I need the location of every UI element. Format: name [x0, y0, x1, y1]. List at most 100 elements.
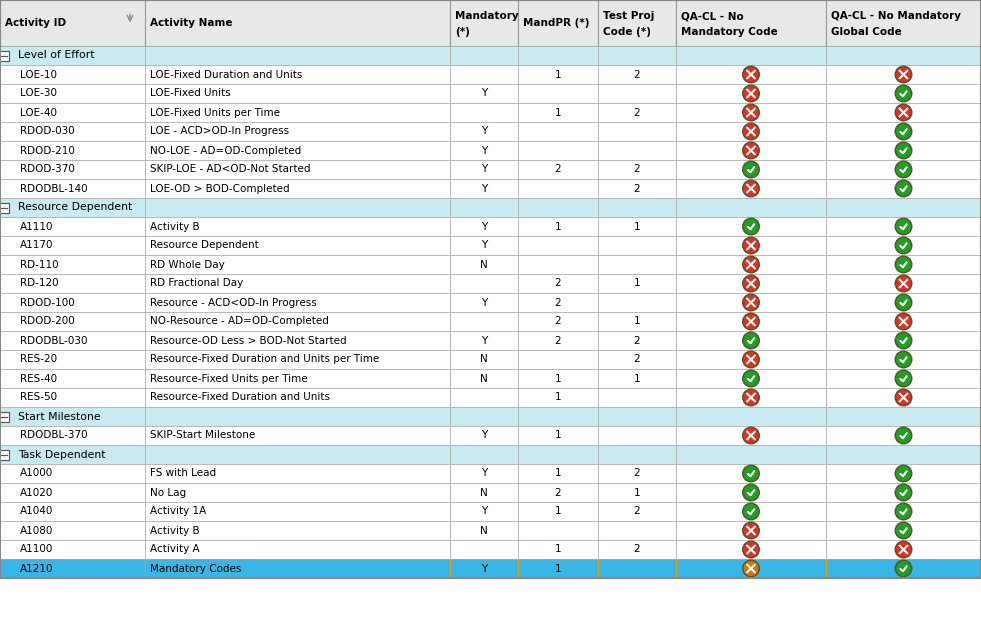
Bar: [518, 160, 598, 179]
Bar: [598, 84, 676, 103]
Bar: [826, 122, 981, 141]
Bar: [598, 217, 676, 236]
Bar: [0, 450, 9, 459]
Text: RDOD-200: RDOD-200: [20, 317, 75, 327]
Bar: [518, 369, 598, 388]
Bar: [0, 483, 145, 502]
Bar: [676, 46, 826, 65]
Text: A1170: A1170: [20, 241, 54, 250]
Text: RDODBL-370: RDODBL-370: [20, 431, 87, 441]
Text: 2: 2: [634, 108, 641, 117]
Text: A1000: A1000: [20, 468, 53, 478]
Text: LOE-Fixed Units: LOE-Fixed Units: [150, 89, 231, 99]
Bar: [0, 502, 145, 521]
Bar: [0, 203, 9, 213]
Circle shape: [896, 295, 911, 310]
Text: Mandatory Code: Mandatory Code: [681, 27, 778, 37]
Text: A1210: A1210: [20, 564, 54, 573]
Bar: [598, 198, 676, 217]
Bar: [518, 464, 598, 483]
Text: 1: 1: [634, 222, 641, 231]
Bar: [145, 65, 450, 84]
Bar: [676, 407, 826, 426]
Text: Global Code: Global Code: [831, 27, 902, 37]
Circle shape: [895, 275, 912, 292]
Circle shape: [742, 350, 760, 368]
Circle shape: [896, 333, 911, 348]
Text: Y: Y: [481, 564, 488, 573]
Circle shape: [742, 331, 760, 350]
Text: LOE-Fixed Units per Time: LOE-Fixed Units per Time: [150, 108, 280, 117]
Circle shape: [744, 105, 758, 120]
Circle shape: [896, 143, 911, 158]
Text: N: N: [480, 373, 488, 383]
Bar: [676, 103, 826, 122]
Text: Resource-OD Less > BOD-Not Started: Resource-OD Less > BOD-Not Started: [150, 336, 346, 345]
Text: 2: 2: [634, 506, 641, 517]
Bar: [518, 141, 598, 160]
Bar: [826, 388, 981, 407]
Bar: [450, 407, 518, 426]
Text: 1: 1: [554, 545, 561, 554]
Text: 1: 1: [554, 468, 561, 478]
Bar: [826, 274, 981, 293]
Circle shape: [895, 103, 912, 122]
Text: Activity 1A: Activity 1A: [150, 506, 206, 517]
Text: RDOD-370: RDOD-370: [20, 164, 75, 175]
Bar: [598, 312, 676, 331]
Text: Activity B: Activity B: [150, 526, 199, 536]
Bar: [145, 521, 450, 540]
Bar: [676, 388, 826, 407]
Circle shape: [896, 162, 911, 177]
Circle shape: [896, 561, 911, 576]
Text: 1: 1: [554, 564, 561, 573]
Bar: [826, 46, 981, 65]
Bar: [598, 255, 676, 274]
Text: 2: 2: [634, 545, 641, 554]
Circle shape: [742, 141, 760, 159]
Text: 2: 2: [634, 164, 641, 175]
Circle shape: [896, 105, 911, 120]
Bar: [826, 521, 981, 540]
Bar: [145, 198, 450, 217]
Bar: [0, 274, 145, 293]
Bar: [598, 369, 676, 388]
Bar: [0, 540, 145, 559]
Bar: [145, 388, 450, 407]
Bar: [676, 160, 826, 179]
Circle shape: [744, 561, 758, 576]
Circle shape: [895, 122, 912, 141]
Bar: [826, 255, 981, 274]
Circle shape: [896, 67, 911, 82]
Bar: [145, 0, 450, 46]
Bar: [598, 407, 676, 426]
Bar: [598, 540, 676, 559]
Text: A1110: A1110: [20, 222, 54, 231]
Circle shape: [742, 103, 760, 122]
Text: Resource-Fixed Units per Time: Resource-Fixed Units per Time: [150, 373, 308, 383]
Bar: [826, 502, 981, 521]
Circle shape: [742, 464, 760, 482]
Circle shape: [742, 122, 760, 141]
Bar: [598, 559, 676, 578]
Bar: [518, 312, 598, 331]
Text: 2: 2: [554, 336, 561, 345]
Circle shape: [895, 217, 912, 236]
Bar: [450, 255, 518, 274]
Bar: [518, 255, 598, 274]
Bar: [450, 350, 518, 369]
Bar: [826, 65, 981, 84]
Circle shape: [895, 541, 912, 559]
Text: RDOD-210: RDOD-210: [20, 145, 75, 155]
Text: Resource-Fixed Duration and Units per Time: Resource-Fixed Duration and Units per Ti…: [150, 355, 380, 364]
Bar: [598, 426, 676, 445]
Text: Activity ID: Activity ID: [5, 18, 66, 28]
Circle shape: [896, 352, 911, 367]
Text: 1: 1: [634, 278, 641, 289]
Bar: [518, 540, 598, 559]
Bar: [598, 445, 676, 464]
Text: Level of Effort: Level of Effort: [18, 50, 94, 61]
Text: LOE-30: LOE-30: [20, 89, 57, 99]
Circle shape: [744, 86, 758, 101]
Bar: [598, 521, 676, 540]
